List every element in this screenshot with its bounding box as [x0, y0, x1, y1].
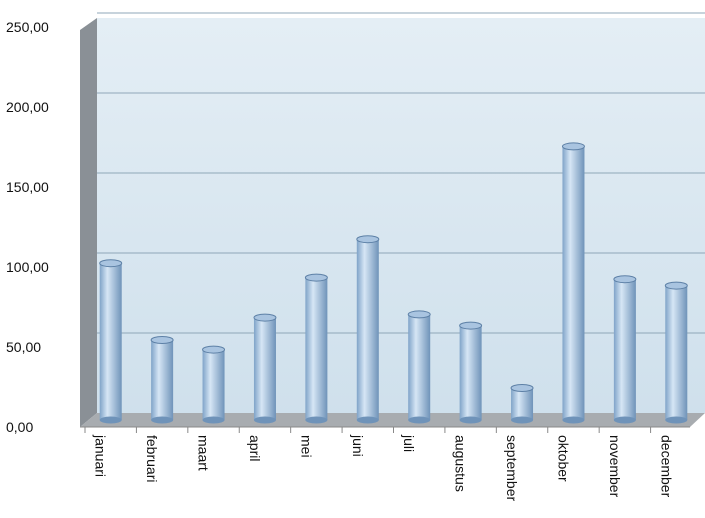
bar-body: [202, 349, 225, 420]
bar-top: [356, 235, 380, 244]
x-tick-label: oktober: [555, 435, 571, 482]
y-tick-label: 200,00: [6, 99, 49, 115]
bar-top: [561, 142, 585, 151]
bar-top: [253, 313, 277, 322]
bar-base: [665, 416, 688, 424]
bar: [561, 142, 585, 424]
bar: [202, 345, 226, 424]
bar-body: [151, 340, 174, 420]
bar-top: [150, 336, 174, 344]
bar: [356, 235, 380, 424]
x-tick-label: augustus: [453, 435, 469, 492]
x-tick-label: mei: [298, 435, 314, 458]
bar-base: [99, 416, 122, 424]
bar-base: [305, 416, 328, 424]
y-tick-label: 0,00: [6, 419, 33, 435]
bar-body: [305, 277, 328, 420]
bar: [99, 259, 123, 424]
bar-top: [407, 310, 431, 319]
x-tick-label: juni: [350, 434, 366, 457]
bar: [253, 313, 277, 424]
bar-body: [665, 285, 688, 420]
bar-base: [511, 416, 534, 424]
bar-base: [151, 416, 174, 424]
bar-top: [202, 345, 226, 354]
back-wall: [97, 18, 705, 413]
bar-base: [356, 416, 379, 424]
bar-top: [459, 321, 483, 330]
x-tick-label: november: [607, 435, 623, 498]
x-tick-label: december: [658, 435, 674, 498]
bar-base: [562, 416, 585, 424]
bar: [664, 281, 688, 424]
x-tick-label: april: [247, 435, 263, 461]
bar-base: [459, 416, 482, 424]
bar-body: [253, 317, 276, 420]
bar: [459, 321, 483, 424]
bar-base: [613, 416, 636, 424]
bar-base: [253, 416, 276, 424]
bar-top: [510, 384, 534, 392]
bar-top: [99, 259, 123, 268]
y-tick-label: 250,00: [6, 19, 49, 35]
bar-top: [613, 275, 637, 284]
bar-top: [304, 273, 328, 282]
bar: [407, 310, 431, 424]
x-tick-label: juli: [401, 434, 417, 452]
bar: [613, 275, 637, 424]
x-tick-label: januari: [93, 434, 109, 477]
bar-base: [408, 416, 431, 424]
x-tick-label: september: [504, 435, 520, 501]
bar-body: [99, 263, 122, 420]
y-tick-label: 100,00: [6, 259, 49, 275]
bar: [150, 336, 174, 424]
bar-body: [613, 279, 636, 420]
side-wall: [80, 18, 97, 427]
bar-body: [511, 388, 534, 420]
x-tick-label: februari: [144, 435, 160, 482]
y-tick-label: 150,00: [6, 179, 49, 195]
bar-base: [202, 416, 225, 424]
bar-body: [562, 146, 585, 420]
bar-body: [356, 239, 379, 420]
bar-body: [408, 314, 431, 420]
floor: [80, 413, 705, 427]
bar-top: [664, 281, 688, 290]
x-tick-label: maart: [196, 435, 212, 471]
bar-body: [459, 325, 482, 420]
bar: [510, 384, 534, 424]
y-tick-label: 50,00: [6, 339, 41, 355]
bar: [304, 273, 328, 424]
